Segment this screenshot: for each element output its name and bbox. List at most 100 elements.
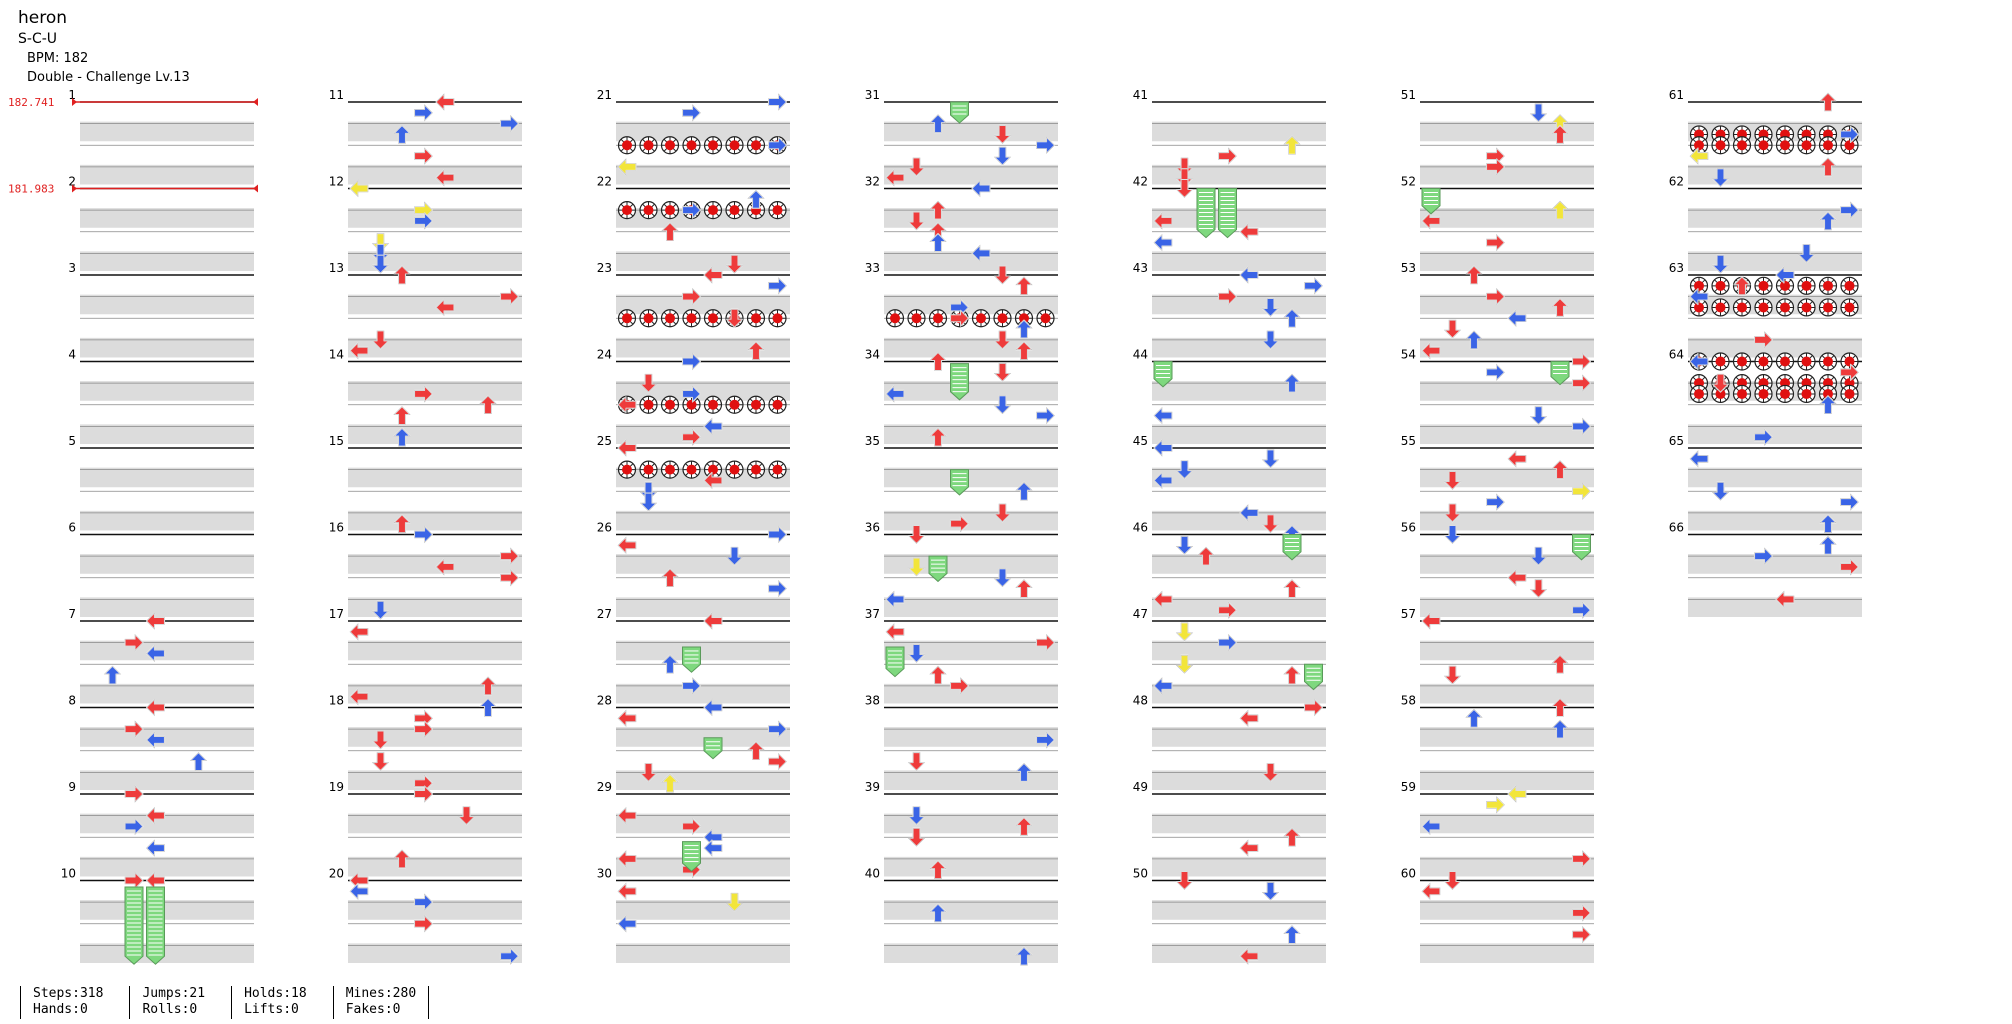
hold-note [1550,361,1570,386]
mine-note [1732,136,1752,155]
step-arrow [907,524,926,545]
mine-note [1818,276,1838,295]
hold-note [1196,188,1216,239]
step-arrow [393,427,411,447]
measure-number: 65 [1669,434,1684,448]
step-arrow [124,633,144,652]
measure-number: 7 [68,607,76,621]
bpm-markers: 182.741 181.983 [8,96,258,196]
measure-number: 55 [1401,434,1416,448]
step-arrow [1465,708,1483,728]
step-arrow [435,298,455,317]
step-arrow [1507,569,1527,587]
step-arrow [661,654,679,674]
step-arrow [1217,287,1238,306]
measure-numbers: 1234567891011121314151617181920212223242… [61,88,1684,881]
step-arrow [393,124,411,144]
step-arrow [1551,297,1569,317]
hold-note [682,646,701,673]
mine-note [682,136,701,155]
stats-col-holds: Holds:18 Lifts:0 [231,986,333,1019]
step-arrow [1839,363,1860,382]
mine-note [1689,136,1709,155]
mine-note [746,460,766,479]
step-arrow [103,665,122,685]
step-arrow [617,709,637,728]
mine-note [1711,136,1730,155]
step-arrow [1283,665,1301,685]
step-arrow [1261,297,1280,317]
hold-note [1153,361,1173,388]
step-arrow [499,114,520,133]
stats-col-jumps: Jumps:21 Rolls:0 [129,986,231,1019]
step-arrow [349,623,369,641]
step-arrow [1153,212,1173,230]
hold-note [928,555,948,583]
mine-note [703,460,723,479]
step-arrow [949,309,970,327]
mine-note [1689,276,1709,295]
hold-note [146,886,165,965]
step-arrow [499,547,520,565]
step-arrow [993,568,1012,588]
step-arrow [1261,449,1280,469]
measure-number: 14 [329,348,344,362]
measure-number: 36 [865,521,880,535]
hold-note [1572,534,1591,561]
step-arrow [1443,524,1462,545]
step-arrow [1283,308,1301,328]
mine-note [1711,276,1730,295]
step-arrow [1551,719,1569,739]
step-arrow [349,882,369,901]
stat-lifts: Lifts:0 [244,1002,299,1017]
mine-note [1797,352,1816,371]
step-arrow [617,806,637,825]
mine-note [1797,298,1816,317]
mine-note [682,395,701,414]
step-arrow [725,308,744,328]
step-arrow [1015,341,1033,361]
step-arrow [479,395,497,415]
stats-col-steps: Steps:318 Hands:0 [20,986,129,1019]
step-arrow [413,385,434,403]
hold-note [1282,534,1302,561]
mine-note [1818,298,1838,317]
step-arrow [145,839,166,857]
mine-note [725,460,744,479]
step-arrow [1239,223,1259,241]
mine-note [682,460,701,479]
step-arrow [1775,266,1795,284]
measure-number: 35 [865,434,880,448]
step-arrow [767,93,788,111]
mine-note [617,201,637,220]
mine-note [1754,136,1773,155]
step-arrow [1239,504,1259,522]
hold-note [1218,188,1237,239]
step-arrow [1571,352,1592,371]
step-arrow [907,557,926,577]
step-arrow [1571,374,1592,392]
step-arrow [639,762,658,782]
step-arrow [1711,373,1730,393]
step-arrow [929,351,947,372]
measure-number: 45 [1133,434,1148,448]
stat-mines: Mines:280 [345,986,417,1001]
step-arrow [929,665,947,685]
step-arrow [1529,579,1548,599]
step-arrow [393,514,411,534]
step-arrow [1035,406,1056,425]
step-arrow [1421,817,1441,836]
step-arrow [1571,850,1592,868]
step-arrow [703,612,723,630]
measure-number: 43 [1133,261,1148,275]
step-arrow [349,341,369,360]
step-arrow [929,860,947,880]
hold-note [950,101,969,124]
step-arrow [1261,514,1280,534]
step-arrow [993,146,1012,166]
step-arrow [1261,330,1280,350]
difficulty-label: Double - Challenge Lv.13 [27,70,190,85]
step-arrow [1819,514,1837,534]
hold-note [703,737,723,760]
step-arrow [993,265,1012,285]
